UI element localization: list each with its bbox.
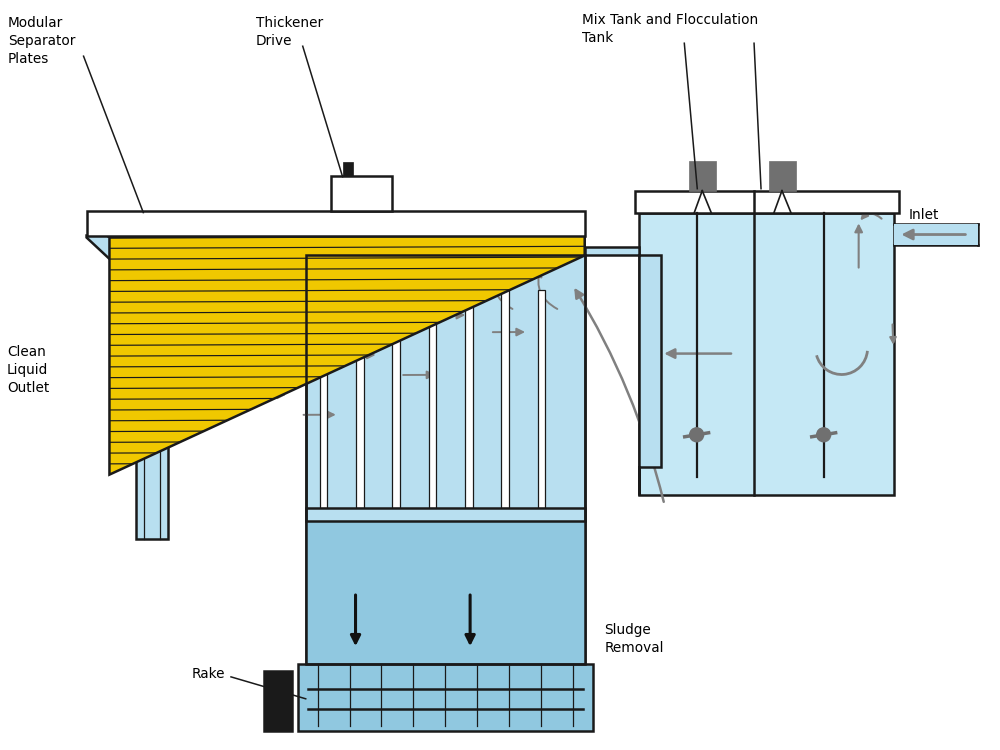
Polygon shape bbox=[87, 236, 585, 266]
Text: Mix Tank and Flocculation
Tank: Mix Tank and Flocculation Tank bbox=[582, 13, 758, 45]
Circle shape bbox=[690, 427, 704, 442]
Bar bbox=[356, 290, 364, 508]
Bar bbox=[538, 290, 545, 508]
Bar bbox=[635, 190, 899, 212]
Bar bbox=[501, 290, 509, 508]
Polygon shape bbox=[639, 212, 894, 494]
Polygon shape bbox=[136, 236, 306, 263]
Polygon shape bbox=[306, 514, 585, 664]
Text: Rake: Rake bbox=[191, 667, 225, 681]
Bar bbox=[320, 290, 327, 508]
Text: Clean
Liquid
Outlet: Clean Liquid Outlet bbox=[7, 345, 49, 394]
Polygon shape bbox=[108, 214, 196, 236]
Bar bbox=[392, 290, 400, 508]
Bar bbox=[331, 176, 392, 211]
Bar bbox=[264, 671, 292, 730]
Polygon shape bbox=[585, 248, 661, 494]
Polygon shape bbox=[306, 256, 585, 664]
Bar bbox=[769, 160, 796, 190]
Bar bbox=[87, 211, 585, 236]
Text: Inlet: Inlet bbox=[908, 208, 939, 221]
Bar bbox=[465, 290, 473, 508]
Bar bbox=[306, 256, 585, 664]
Bar bbox=[689, 160, 716, 190]
Text: Sludge
Removal: Sludge Removal bbox=[605, 623, 664, 655]
Polygon shape bbox=[298, 664, 593, 730]
Circle shape bbox=[817, 427, 831, 442]
Polygon shape bbox=[109, 236, 585, 475]
Bar bbox=[429, 290, 436, 508]
Text: Modular
Separator
Plates: Modular Separator Plates bbox=[8, 16, 75, 66]
Bar bbox=[894, 224, 978, 245]
Polygon shape bbox=[136, 236, 168, 539]
Bar bbox=[306, 508, 585, 521]
Bar bbox=[343, 162, 353, 176]
Text: Thickener
Drive: Thickener Drive bbox=[256, 16, 323, 48]
